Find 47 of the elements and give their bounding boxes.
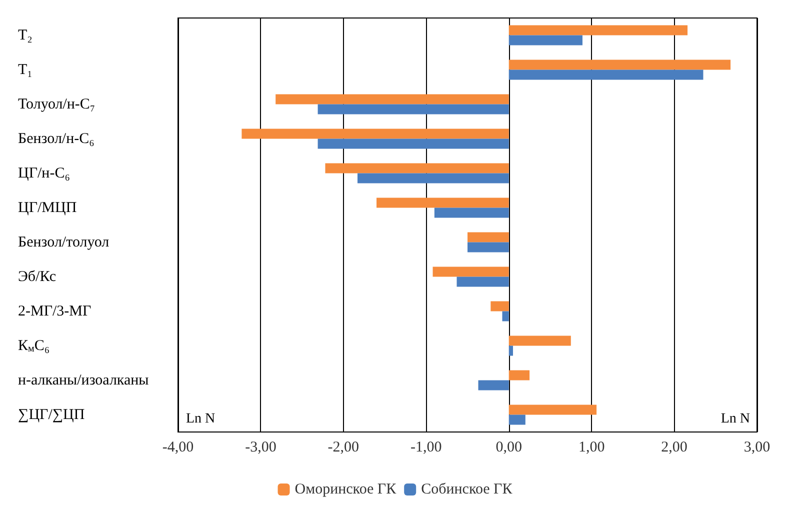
bar [318, 104, 509, 114]
bar [508, 336, 571, 346]
bar [276, 94, 509, 104]
bar [508, 60, 731, 70]
y-tick-label: Бензол/толуол [18, 234, 110, 250]
y-tick-label: ЦГ/МЦП [18, 200, 77, 216]
y-tick-label: ∑ЦГ/∑ЦП [18, 406, 85, 423]
bar [468, 232, 509, 242]
x-tick-label: -4,00 [162, 440, 194, 456]
legend-label: Собинское ГК [421, 482, 514, 498]
bar [434, 208, 509, 218]
annotation: Ln N [186, 412, 216, 426]
y-tick-label: ЦГ/н-C₆ [18, 165, 70, 182]
x-tick-label: 0,00 [496, 440, 522, 456]
bar [478, 380, 509, 390]
bar [468, 242, 509, 252]
bar [508, 414, 526, 425]
bar [502, 311, 509, 322]
y-tick-label: T₁ [18, 62, 32, 78]
bar [508, 346, 513, 356]
bar [508, 370, 530, 380]
bar [456, 276, 509, 287]
bar [325, 163, 509, 174]
y-tick-label: Толуол/н-C₇ [18, 96, 96, 112]
legend-label: Оморинское ГК [294, 482, 398, 498]
bar [357, 173, 509, 184]
bar [508, 35, 582, 46]
x-tick-label: -1,00 [410, 440, 442, 456]
x-tick-label: 3,00 [744, 440, 770, 456]
bar [432, 266, 509, 277]
x-tick-label: 2,00 [661, 440, 688, 456]
bar [318, 138, 509, 149]
y-tick-label: н-алканы/изоалканы [18, 372, 149, 388]
bar [376, 198, 509, 208]
x-tick-label: -3,00 [245, 440, 276, 456]
y-tick-label: Эб/Кс [18, 268, 56, 285]
annotation: Ln N [720, 412, 750, 426]
bar [508, 25, 688, 36]
x-tick-label: 1,00 [578, 440, 605, 456]
x-tick-label: -2,00 [328, 440, 360, 456]
y-tick-label: 2-МГ/3-МГ [18, 303, 92, 320]
bar [490, 301, 509, 312]
bar [508, 404, 597, 415]
bar [242, 128, 509, 139]
bar [508, 70, 704, 80]
y-tick-label: Бензол/н-C₆ [18, 130, 94, 147]
y-tick-label: T₂ [18, 27, 32, 44]
